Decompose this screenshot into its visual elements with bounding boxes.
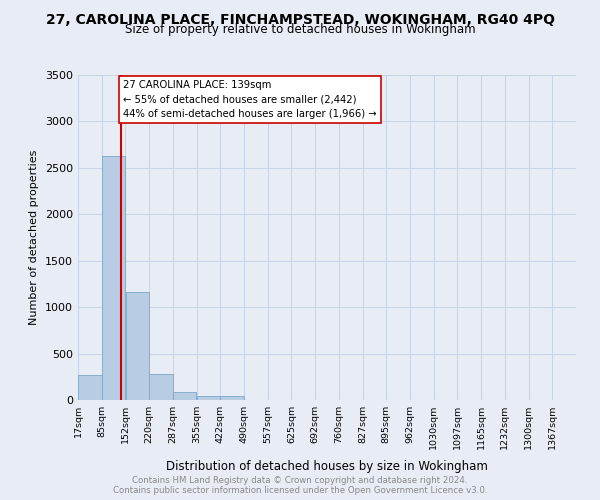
Text: 27 CAROLINA PLACE: 139sqm
← 55% of detached houses are smaller (2,442)
44% of se: 27 CAROLINA PLACE: 139sqm ← 55% of detac… (124, 80, 377, 120)
Bar (102, 156, 125, 400)
Text: Contains HM Land Registry data © Crown copyright and database right 2024.: Contains HM Land Registry data © Crown c… (132, 476, 468, 485)
Bar (125, 292, 149, 400)
Bar (220, 396, 244, 400)
Text: Contains public sector information licensed under the Open Government Licence v3: Contains public sector information licen… (113, 486, 487, 495)
Y-axis label: Number of detached properties: Number of detached properties (29, 150, 40, 325)
X-axis label: Distribution of detached houses by size in Wokingham: Distribution of detached houses by size … (166, 460, 488, 473)
Bar (78, 375, 101, 400)
Bar (149, 374, 173, 400)
Bar (173, 392, 196, 400)
Text: Size of property relative to detached houses in Wokingham: Size of property relative to detached ho… (125, 24, 475, 36)
Bar (197, 396, 220, 400)
Text: 27, CAROLINA PLACE, FINCHAMPSTEAD, WOKINGHAM, RG40 4PQ: 27, CAROLINA PLACE, FINCHAMPSTEAD, WOKIN… (46, 12, 554, 26)
